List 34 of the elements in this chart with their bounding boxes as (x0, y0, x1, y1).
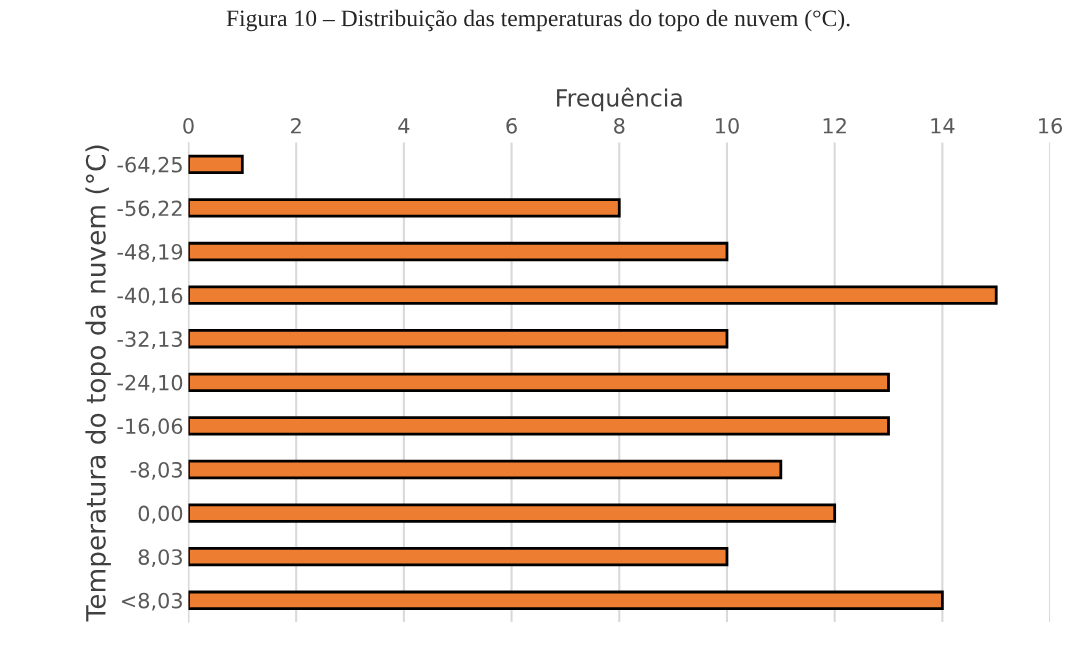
bar (188, 198, 621, 218)
y-tick-label: -40,16 (117, 287, 183, 306)
y-tick-label: -64,25 (117, 156, 182, 175)
x-tick-label: 16 (1039, 117, 1063, 134)
chart-title: Figura 10 – Distribuição das temperaturas do topo de nuvem (°C). (226, 9, 850, 32)
bar (188, 241, 729, 262)
x-tick-label: 0 (183, 117, 194, 134)
bar (188, 154, 244, 175)
x-tick-label: 6 (506, 117, 517, 134)
x-tick-label: 10 (716, 117, 739, 134)
bar (188, 547, 729, 567)
x-tick-label: 14 (931, 118, 955, 134)
y-tick-label: <8,03 (121, 592, 182, 611)
bar (188, 372, 890, 392)
y-axis-title: Temperatura do topo da nuvem (°C) (85, 145, 111, 622)
y-tick-label: -56,22 (117, 200, 182, 219)
x-axis-title: Frequência (557, 87, 682, 112)
bar (188, 459, 783, 480)
y-tick-label: 8,03 (138, 549, 182, 568)
y-tick-label: -8,03 (130, 461, 182, 480)
y-tick-label: -32,13 (117, 331, 182, 350)
bar (188, 590, 944, 610)
x-tick-label: 4 (398, 118, 410, 134)
bar (188, 285, 998, 305)
x-tick-label: 12 (823, 117, 846, 134)
y-tick-label: -48,19 (117, 243, 183, 262)
bar (188, 503, 837, 523)
y-tick-label: -24,10 (117, 374, 183, 393)
y-tick-label: -16,06 (117, 418, 183, 437)
bar (188, 329, 729, 349)
bar (188, 416, 890, 436)
x-tick-label: 8 (614, 117, 625, 134)
y-tick-label: 0,00 (138, 505, 183, 524)
x-tick-label: 2 (291, 117, 301, 134)
